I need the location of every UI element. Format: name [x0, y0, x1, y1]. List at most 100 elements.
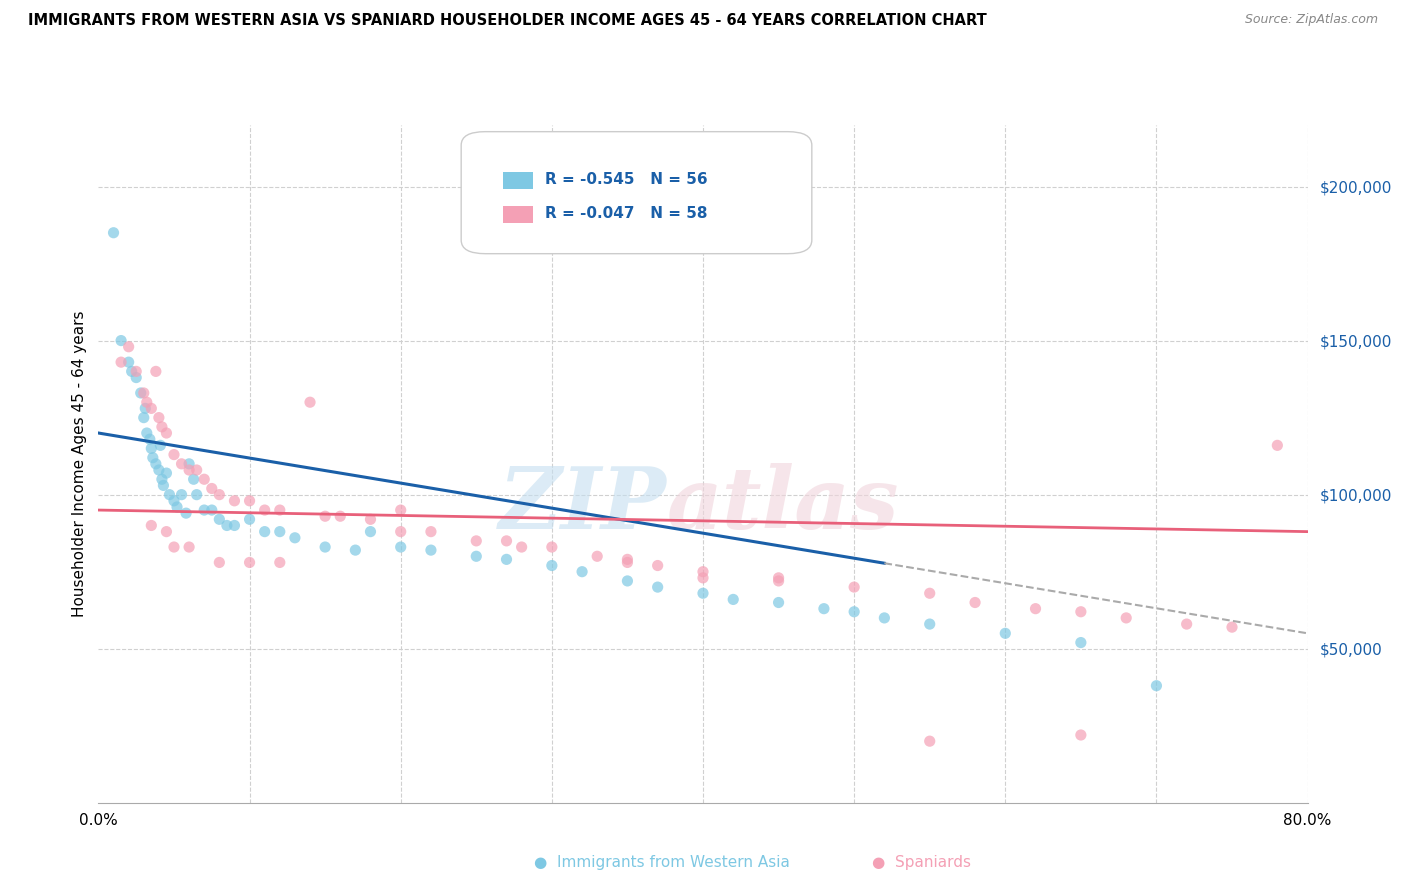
Point	[224, 518, 246, 533]
Point	[155, 425, 177, 440]
Point	[208, 488, 231, 502]
Point	[616, 552, 638, 566]
Text: Source: ZipAtlas.com: Source: ZipAtlas.com	[1244, 13, 1378, 27]
Point	[145, 364, 167, 378]
Point	[269, 503, 291, 517]
Point	[314, 540, 336, 554]
Point	[179, 463, 201, 477]
Point	[141, 401, 163, 416]
Point	[586, 549, 609, 564]
Point	[179, 540, 201, 554]
Point	[201, 482, 224, 496]
Point	[148, 463, 170, 477]
Point	[149, 438, 172, 452]
Point	[965, 595, 987, 609]
Bar	[503, 172, 533, 188]
Point	[103, 226, 125, 240]
Point	[918, 617, 941, 632]
Point	[269, 556, 291, 570]
Point	[1024, 601, 1046, 615]
Point	[647, 558, 669, 573]
Point	[465, 549, 488, 564]
Text: ●  Spaniards: ● Spaniards	[872, 855, 970, 870]
Point	[145, 457, 167, 471]
Point	[329, 509, 352, 524]
Point	[1175, 617, 1198, 632]
Point	[389, 503, 412, 517]
Text: ZIP: ZIP	[499, 463, 666, 546]
Point	[1070, 728, 1092, 742]
Text: ●  Immigrants from Western Asia: ● Immigrants from Western Asia	[534, 855, 790, 870]
Point	[141, 518, 163, 533]
Point	[616, 574, 638, 588]
Point	[994, 626, 1017, 640]
Point	[768, 571, 790, 585]
Point	[1115, 611, 1137, 625]
Point	[768, 595, 790, 609]
Point	[1070, 605, 1092, 619]
Point	[152, 478, 174, 492]
Point	[389, 540, 412, 554]
Point	[155, 524, 177, 539]
Point	[141, 442, 163, 456]
Point	[239, 512, 262, 526]
Point	[201, 503, 224, 517]
Point	[1267, 438, 1289, 452]
Point	[186, 463, 208, 477]
Point	[121, 364, 143, 378]
Point	[135, 395, 157, 409]
Y-axis label: Householder Income Ages 45 - 64 years: Householder Income Ages 45 - 64 years	[72, 310, 87, 617]
Point	[170, 488, 193, 502]
Point	[183, 472, 205, 486]
Point	[723, 592, 745, 607]
Point	[510, 540, 533, 554]
Point	[110, 334, 132, 348]
Point	[208, 556, 231, 570]
Point	[360, 524, 382, 539]
Point	[166, 500, 188, 514]
Point	[193, 503, 215, 517]
Point	[170, 457, 193, 471]
Point	[159, 488, 181, 502]
Point	[420, 543, 443, 558]
Point	[253, 503, 276, 517]
Point	[420, 524, 443, 539]
Point	[389, 524, 412, 539]
Point	[284, 531, 307, 545]
Point	[495, 552, 517, 566]
Point	[135, 425, 157, 440]
Point	[148, 410, 170, 425]
Point	[163, 540, 186, 554]
Point	[193, 472, 215, 486]
Point	[125, 364, 148, 378]
Point	[692, 586, 714, 600]
Point	[465, 533, 488, 548]
Point	[155, 466, 177, 480]
Point	[132, 386, 155, 401]
Point	[1146, 679, 1168, 693]
Point	[692, 565, 714, 579]
Point	[314, 509, 336, 524]
Point	[844, 605, 866, 619]
Point	[768, 574, 790, 588]
Point	[541, 558, 564, 573]
Point	[179, 457, 201, 471]
Point	[150, 472, 173, 486]
Point	[269, 524, 291, 539]
Point	[110, 355, 132, 369]
Point	[186, 488, 208, 502]
FancyBboxPatch shape	[461, 132, 811, 253]
Point	[118, 340, 141, 354]
Text: atlas: atlas	[666, 463, 900, 546]
Point	[918, 734, 941, 748]
Point	[118, 355, 141, 369]
Point	[239, 556, 262, 570]
Point	[134, 401, 156, 416]
Point	[873, 611, 896, 625]
Point	[142, 450, 165, 465]
Point	[239, 493, 262, 508]
Point	[150, 420, 173, 434]
Point	[299, 395, 322, 409]
Point	[495, 533, 517, 548]
Point	[360, 512, 382, 526]
